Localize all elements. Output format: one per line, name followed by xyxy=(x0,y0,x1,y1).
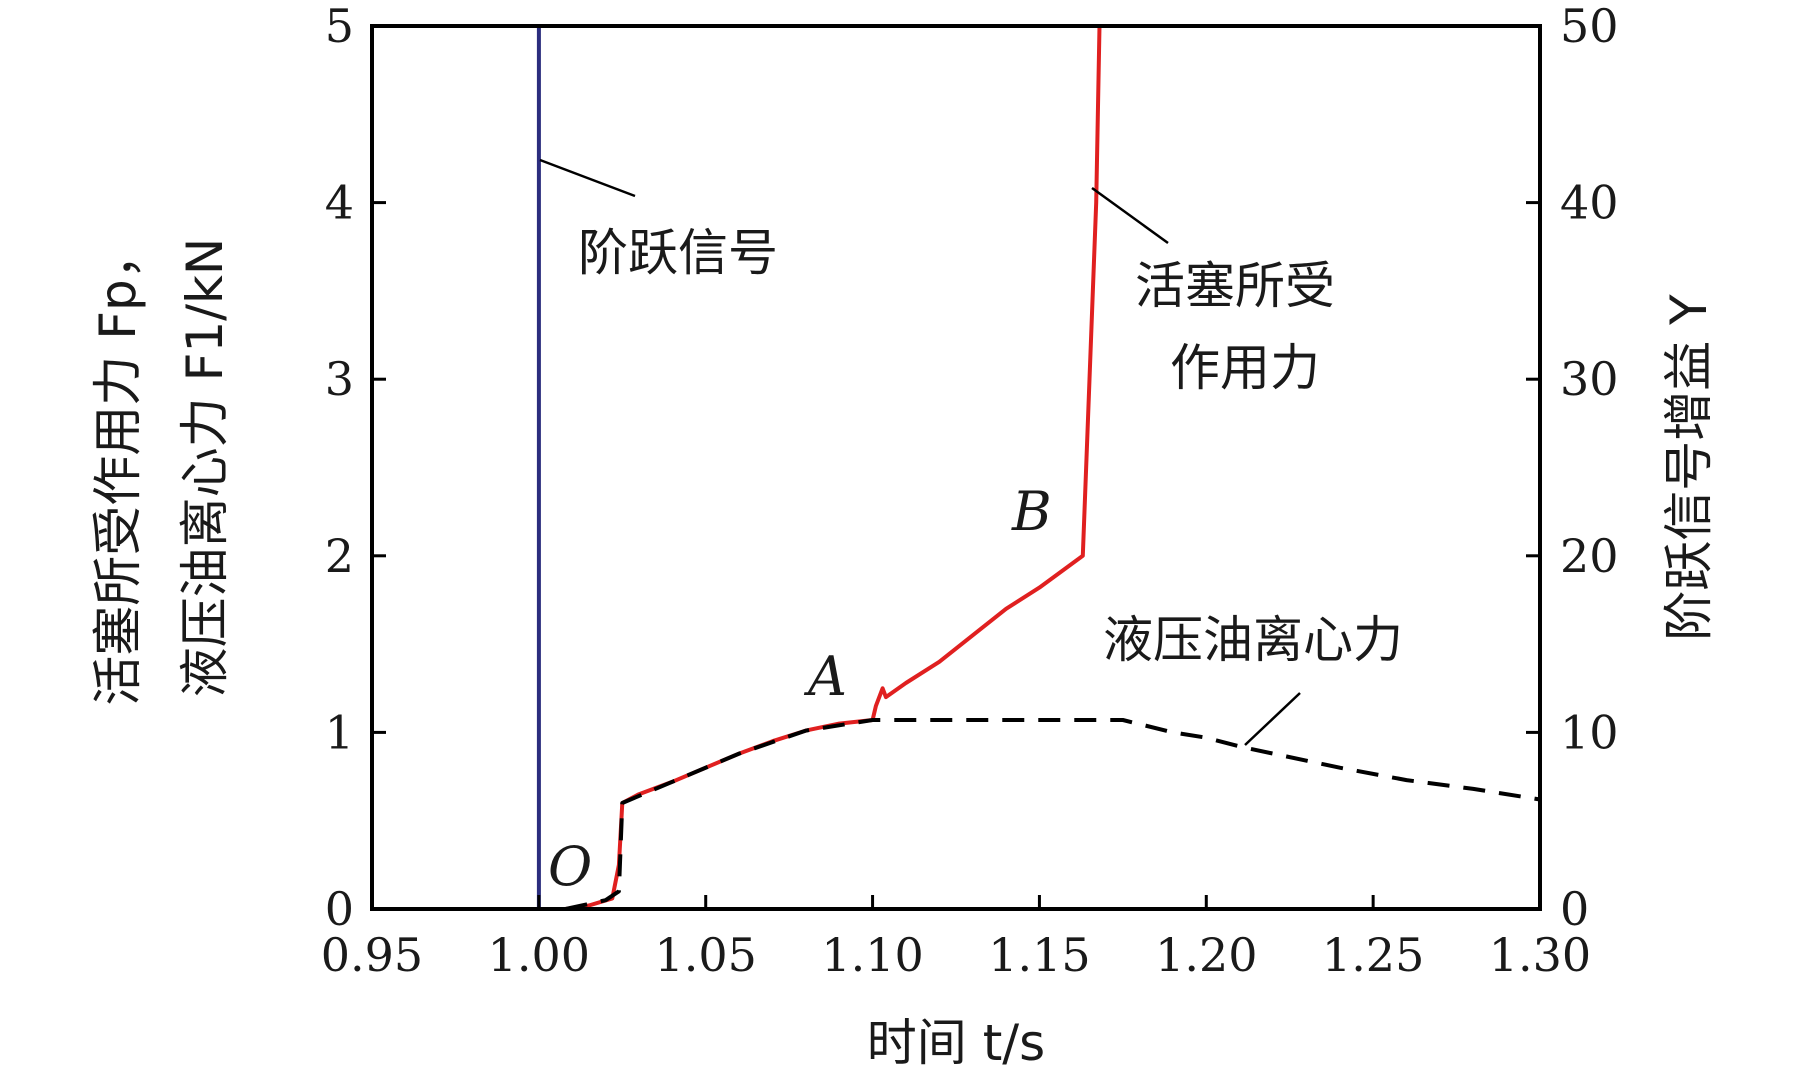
x-tick-label: 1.25 xyxy=(1322,928,1424,982)
x-tick-label: 1.30 xyxy=(1489,928,1591,982)
y-right-tick-label: 10 xyxy=(1560,705,1619,759)
y-right-tick-label: 20 xyxy=(1560,529,1619,583)
x-tick-label: 1.00 xyxy=(488,928,590,982)
point-label-B: B xyxy=(1011,480,1052,543)
axes-layer xyxy=(370,24,1542,911)
y-left-axis-title-line1: 活塞所受作用力 Fp， xyxy=(89,229,147,705)
y-right-tick-label: 50 xyxy=(1560,0,1619,53)
y-left-axis-title-line2: 液压油离心力 F1/kN xyxy=(176,238,234,698)
series-layer xyxy=(372,24,1541,911)
annotation-step-signal: 阶跃信号 xyxy=(578,224,778,282)
leader-line-oil-force xyxy=(1244,692,1301,746)
y-left-tick-label: 4 xyxy=(325,176,354,230)
annotation-oil-force: 液压油离心力 xyxy=(1103,611,1403,669)
series-line-step-signal xyxy=(372,24,1540,911)
plot-frame xyxy=(370,24,1542,911)
x-tick-label: 0.95 xyxy=(321,928,423,982)
point-label-A: A xyxy=(803,645,847,708)
series-line-piston-force xyxy=(565,25,1102,911)
point-label-O: O xyxy=(548,835,592,898)
y-left-tick-label: 5 xyxy=(325,0,354,53)
y-left-tick-label: 1 xyxy=(325,705,354,759)
x-tick-label: 1.15 xyxy=(988,928,1090,982)
x-tick-label: 1.05 xyxy=(655,928,757,982)
annotation-piston-force-line1: 活塞所受 xyxy=(1135,257,1335,315)
y-right-tick-label: 0 xyxy=(1560,882,1589,936)
x-tick-label: 1.10 xyxy=(821,928,923,982)
series-line-oil-centrifugal-force xyxy=(565,718,1541,911)
y-right-tick-label: 40 xyxy=(1560,176,1619,230)
y-right-tick-label: 30 xyxy=(1560,352,1619,406)
y-left-tick-label: 2 xyxy=(325,529,354,583)
y-left-tick-label: 3 xyxy=(325,352,354,406)
annotation-piston-force-line2: 作用力 xyxy=(1170,339,1320,397)
x-tick-label: 1.20 xyxy=(1155,928,1257,982)
leader-line-step-signal xyxy=(539,158,636,198)
y-left-tick-label: 0 xyxy=(325,882,354,936)
leader-line-piston-force xyxy=(1091,186,1169,245)
x-axis-title: 时间 t/s xyxy=(867,1014,1045,1072)
y-right-axis-title: 阶跃信号增益 Y xyxy=(1660,294,1718,641)
